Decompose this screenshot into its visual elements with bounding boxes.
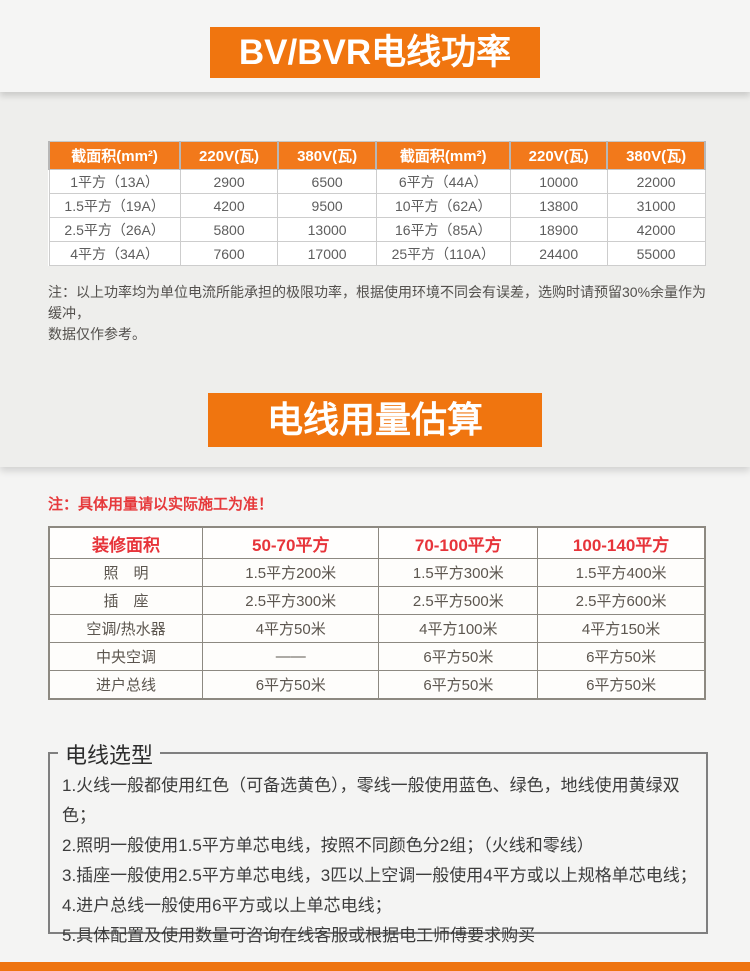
usage-table-row: 进户总线 6平方50米 6平方50米 6平方50米 bbox=[48, 670, 706, 700]
usage-table-cell: 中央空调 bbox=[48, 642, 203, 671]
usage-table-cell: 插 座 bbox=[48, 586, 203, 615]
power-table-cell: 9500 bbox=[277, 193, 377, 218]
power-table-header-cell: 380V(瓦) bbox=[276, 141, 378, 170]
usage-table-header-cell: 100-140平方 bbox=[537, 526, 706, 559]
power-table-cell: 7600 bbox=[179, 241, 279, 266]
power-table-cell: 1平方（13A） bbox=[48, 169, 181, 194]
usage-table-cell: 2.5平方300米 bbox=[201, 586, 380, 615]
usage-banner-title: 电线用量估算 bbox=[208, 393, 542, 447]
usage-table-cell: 6平方50米 bbox=[537, 670, 706, 700]
power-table-cell: 10000 bbox=[509, 169, 608, 194]
power-table-cell: 10平方（62A） bbox=[375, 193, 511, 218]
usage-table-cell: 6平方50米 bbox=[537, 642, 706, 671]
power-table-cell: 5800 bbox=[179, 217, 279, 242]
power-table-header-cell: 截面积(mm²) bbox=[47, 141, 182, 170]
usage-table-cell: 1.5平方200米 bbox=[201, 558, 380, 587]
bottom-orange-divider bbox=[0, 962, 750, 971]
power-table-cell: 17000 bbox=[277, 241, 377, 266]
usage-table-cell: 4平方150米 bbox=[537, 614, 706, 643]
usage-table-cell: 6平方50米 bbox=[378, 642, 539, 671]
usage-table-cell: 1.5平方400米 bbox=[537, 558, 706, 587]
power-table-header-cell: 220V(瓦) bbox=[179, 141, 279, 170]
power-table-cell: 6500 bbox=[277, 169, 377, 194]
power-table-header-cell: 截面积(mm²) bbox=[375, 141, 512, 170]
usage-warning-note: 注：具体用量请以实际施工为准！ bbox=[48, 496, 274, 513]
usage-table-cell: 6平方50米 bbox=[378, 670, 539, 700]
usage-table-cell: —— bbox=[201, 642, 380, 671]
usage-table-cell: 4平方50米 bbox=[201, 614, 380, 643]
power-table-cell: 13800 bbox=[509, 193, 608, 218]
usage-table: 装修面积 50-70平方 70-100平方 100-140平方 照 明 1.5平… bbox=[48, 526, 706, 700]
wire-selection-item: 5.具体配置及使用数量可咨询在线客服或根据电工师傅要求购买 bbox=[62, 926, 536, 945]
power-table-cell: 55000 bbox=[606, 241, 706, 266]
power-table-cell: 2.5平方（26A） bbox=[48, 217, 181, 242]
power-table-header-row: 截面积(mm²) 220V(瓦) 380V(瓦) 截面积(mm²) 220V(瓦… bbox=[47, 141, 706, 170]
power-table-header-cell: 380V(瓦) bbox=[606, 141, 706, 170]
power-table-header-cell: 220V(瓦) bbox=[509, 141, 609, 170]
power-note-line: 注：以上功率均为单位电流所能承担的极限功率，根据使用环境不同会有误差，选购时请预… bbox=[48, 284, 707, 321]
usage-table-cell: 空调/热水器 bbox=[48, 614, 203, 643]
power-table-row: 4平方（34A） 7600 17000 25平方（110A） 24400 550… bbox=[48, 241, 706, 266]
power-table-cell: 16平方（85A） bbox=[375, 217, 511, 242]
section-usage-and-selection: 注：具体用量请以实际施工为准！ 装修面积 50-70平方 70-100平方 10… bbox=[0, 467, 750, 971]
power-table-cell: 6平方（44A） bbox=[375, 169, 511, 194]
usage-table-header-cell: 装修面积 bbox=[48, 526, 203, 559]
usage-table-row: 空调/热水器 4平方50米 4平方100米 4平方150米 bbox=[48, 614, 706, 643]
section-power-table: 截面积(mm²) 220V(瓦) 380V(瓦) 截面积(mm²) 220V(瓦… bbox=[0, 92, 750, 467]
usage-table-header-cell: 70-100平方 bbox=[378, 526, 539, 559]
power-table: 截面积(mm²) 220V(瓦) 380V(瓦) 截面积(mm²) 220V(瓦… bbox=[47, 141, 706, 266]
power-table-cell: 42000 bbox=[606, 217, 706, 242]
wire-selection-box: 电线选型 1.火线一般都使用红色（可备选黄色），零线一般使用蓝色、绿色，地线使用… bbox=[48, 738, 708, 945]
power-table-row: 1平方（13A） 2900 6500 6平方（44A） 10000 22000 bbox=[48, 169, 706, 194]
wire-selection-title: 电线选型 bbox=[58, 738, 161, 770]
usage-table-header-cell: 50-70平方 bbox=[201, 526, 380, 559]
section-power-header: BV/BVR电线功率 bbox=[0, 0, 750, 92]
power-table-cell: 1.5平方（19A） bbox=[48, 193, 181, 218]
power-table-cell: 22000 bbox=[606, 169, 706, 194]
usage-table-cell: 4平方100米 bbox=[378, 614, 539, 643]
usage-table-cell: 进户总线 bbox=[48, 670, 203, 700]
usage-table-row: 照 明 1.5平方200米 1.5平方300米 1.5平方400米 bbox=[48, 558, 706, 587]
usage-table-row: 插 座 2.5平方300米 2.5平方500米 2.5平方600米 bbox=[48, 586, 706, 615]
usage-table-header-row: 装修面积 50-70平方 70-100平方 100-140平方 bbox=[48, 526, 706, 559]
usage-table-cell: 6平方50米 bbox=[201, 670, 380, 700]
power-table-cell: 4200 bbox=[179, 193, 279, 218]
wire-selection-item: 1.火线一般都使用红色（可备选黄色），零线一般使用蓝色、绿色，地线使用黄绿双色； bbox=[62, 776, 680, 825]
usage-table-cell: 照 明 bbox=[48, 558, 203, 587]
power-table-cell: 31000 bbox=[606, 193, 706, 218]
wire-selection-list: 1.火线一般都使用红色（可备选黄色），零线一般使用蓝色、绿色，地线使用黄绿双色；… bbox=[50, 754, 706, 951]
power-table-note: 注：以上功率均为单位电流所能承担的极限功率，根据使用环境不同会有误差，选购时请预… bbox=[48, 282, 713, 345]
wire-selection-item: 3.插座一般使用2.5平方单芯电线，3匹以上空调一般使用4平方或以上规格单芯电线… bbox=[62, 866, 697, 885]
power-table-cell: 24400 bbox=[509, 241, 608, 266]
power-table-cell: 18900 bbox=[509, 217, 608, 242]
power-table-cell: 25平方（110A） bbox=[375, 241, 511, 266]
usage-table-cell: 2.5平方600米 bbox=[537, 586, 706, 615]
power-note-line: 数据仅作参考。 bbox=[48, 326, 146, 342]
power-table-cell: 2900 bbox=[179, 169, 279, 194]
power-banner-title: BV/BVR电线功率 bbox=[210, 27, 540, 78]
wire-selection-item: 4.进户总线一般使用6平方或以上单芯电线； bbox=[62, 896, 392, 915]
usage-table-cell: 2.5平方500米 bbox=[378, 586, 539, 615]
usage-table-cell: 1.5平方300米 bbox=[378, 558, 539, 587]
power-table-cell: 4平方（34A） bbox=[48, 241, 181, 266]
usage-table-row: 中央空调 —— 6平方50米 6平方50米 bbox=[48, 642, 706, 671]
power-table-wrap: 截面积(mm²) 220V(瓦) 380V(瓦) 截面积(mm²) 220V(瓦… bbox=[47, 141, 706, 266]
power-table-row: 1.5平方（19A） 4200 9500 10平方（62A） 13800 310… bbox=[48, 193, 706, 218]
power-table-row: 2.5平方（26A） 5800 13000 16平方（85A） 18900 42… bbox=[48, 217, 706, 242]
usage-table-wrap: 装修面积 50-70平方 70-100平方 100-140平方 照 明 1.5平… bbox=[48, 526, 706, 700]
power-table-cell: 13000 bbox=[277, 217, 377, 242]
wire-selection-item: 2.照明一般使用1.5平方单芯电线，按照不同颜色分2组；（火线和零线） bbox=[62, 836, 594, 855]
